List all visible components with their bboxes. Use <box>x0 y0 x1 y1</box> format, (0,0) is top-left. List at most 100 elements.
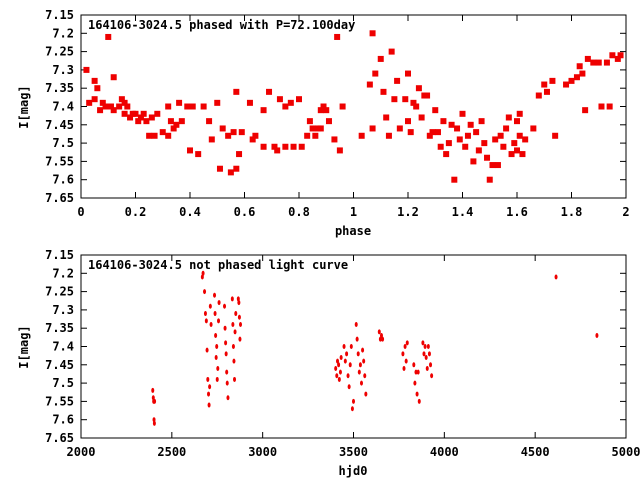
data-point <box>467 121 474 128</box>
data-point <box>497 132 504 139</box>
data-point <box>206 118 213 125</box>
data-point <box>363 373 367 379</box>
data-point <box>184 103 191 110</box>
data-point <box>541 81 548 88</box>
data-point <box>121 110 128 117</box>
data-point <box>394 77 401 84</box>
data-point <box>410 99 417 106</box>
data-point <box>426 344 430 349</box>
data-point <box>309 125 316 132</box>
data-point <box>563 81 570 88</box>
data-point <box>231 344 235 349</box>
data-point <box>203 289 207 295</box>
data-point <box>320 103 327 110</box>
data-point <box>234 311 238 317</box>
data-point <box>201 270 205 276</box>
data-point <box>260 143 267 150</box>
phased-light-curve-chart: 7.157.27.257.37.357.47.457.57.557.67.65 … <box>17 8 630 238</box>
data-point <box>208 303 212 309</box>
data-point <box>362 358 366 364</box>
data-point <box>323 107 330 114</box>
data-points <box>151 270 599 426</box>
data-point <box>151 387 155 393</box>
data-point <box>137 114 144 121</box>
y-tick-label: 7.4 <box>52 100 74 114</box>
data-point <box>317 125 324 132</box>
data-point <box>530 125 537 132</box>
data-point <box>415 391 419 397</box>
data-point <box>217 318 221 324</box>
data-point <box>549 77 556 84</box>
data-point <box>223 303 227 309</box>
data-point <box>361 347 365 353</box>
data-point <box>246 99 253 106</box>
y-tick-label: 7.65 <box>45 191 74 205</box>
data-point <box>473 129 480 136</box>
data-point <box>274 147 281 154</box>
data-point <box>614 55 621 62</box>
data-point <box>215 376 219 382</box>
data-point <box>334 33 341 40</box>
data-point <box>249 136 256 143</box>
data-point <box>358 132 365 139</box>
data-point <box>219 125 226 132</box>
data-point <box>464 132 471 139</box>
data-point <box>584 55 591 62</box>
data-point <box>481 140 488 147</box>
data-point <box>514 118 520 125</box>
data-point <box>165 103 172 110</box>
data-point <box>396 125 403 132</box>
y-axis-ticks: 7.15 7.2 7.25 7.3 7.35 7.4 7.45 7.5 7.55 7.6 7.65 <box>45 248 626 445</box>
y-tick-label: 7.5 <box>52 376 74 390</box>
data-point <box>413 380 417 386</box>
y-tick-label: 7.4 <box>52 340 74 354</box>
data-point <box>159 129 166 136</box>
data-point <box>282 103 289 110</box>
y-tick-label: 7.35 <box>45 321 74 335</box>
data-point <box>276 96 283 103</box>
y-tick-label: 7.15 <box>45 248 74 262</box>
data-point <box>282 143 289 150</box>
data-point <box>336 147 343 154</box>
data-point <box>334 365 338 371</box>
data-point <box>224 340 228 346</box>
data-point <box>189 103 196 110</box>
data-point <box>339 103 346 110</box>
data-point <box>404 358 408 364</box>
x-tick-label: 0.8 <box>288 205 310 219</box>
x-tick-label: 2 <box>622 205 629 219</box>
data-point <box>369 30 376 37</box>
data-point <box>424 354 428 360</box>
data-point <box>388 48 395 55</box>
x-tick-label: 1 <box>350 205 357 219</box>
data-point <box>514 147 520 154</box>
x-tick-label: 0 <box>77 205 84 219</box>
data-point <box>236 151 243 158</box>
data-point <box>178 118 185 125</box>
data-point <box>432 107 439 114</box>
data-point <box>609 52 616 59</box>
data-point <box>233 329 237 335</box>
data-point <box>405 340 409 346</box>
data-point <box>484 154 491 161</box>
data-point <box>437 143 444 150</box>
data-point <box>426 132 433 139</box>
data-point <box>454 125 461 132</box>
x-axis-label: hjd0 <box>339 464 368 478</box>
plot-frame <box>80 14 627 199</box>
chart-title: 164106-3024.5 not phased light curve <box>88 258 348 272</box>
data-point <box>380 88 387 95</box>
data-point <box>287 99 294 106</box>
data-point <box>231 322 235 328</box>
data-point <box>224 351 228 357</box>
data-point <box>342 344 346 349</box>
data-point <box>213 292 217 298</box>
data-point <box>576 63 583 70</box>
data-point <box>238 129 245 136</box>
data-point <box>413 103 420 110</box>
data-point <box>110 74 117 81</box>
data-point <box>290 143 297 150</box>
y-tick-label: 7.55 <box>45 394 74 408</box>
data-point <box>225 132 232 139</box>
